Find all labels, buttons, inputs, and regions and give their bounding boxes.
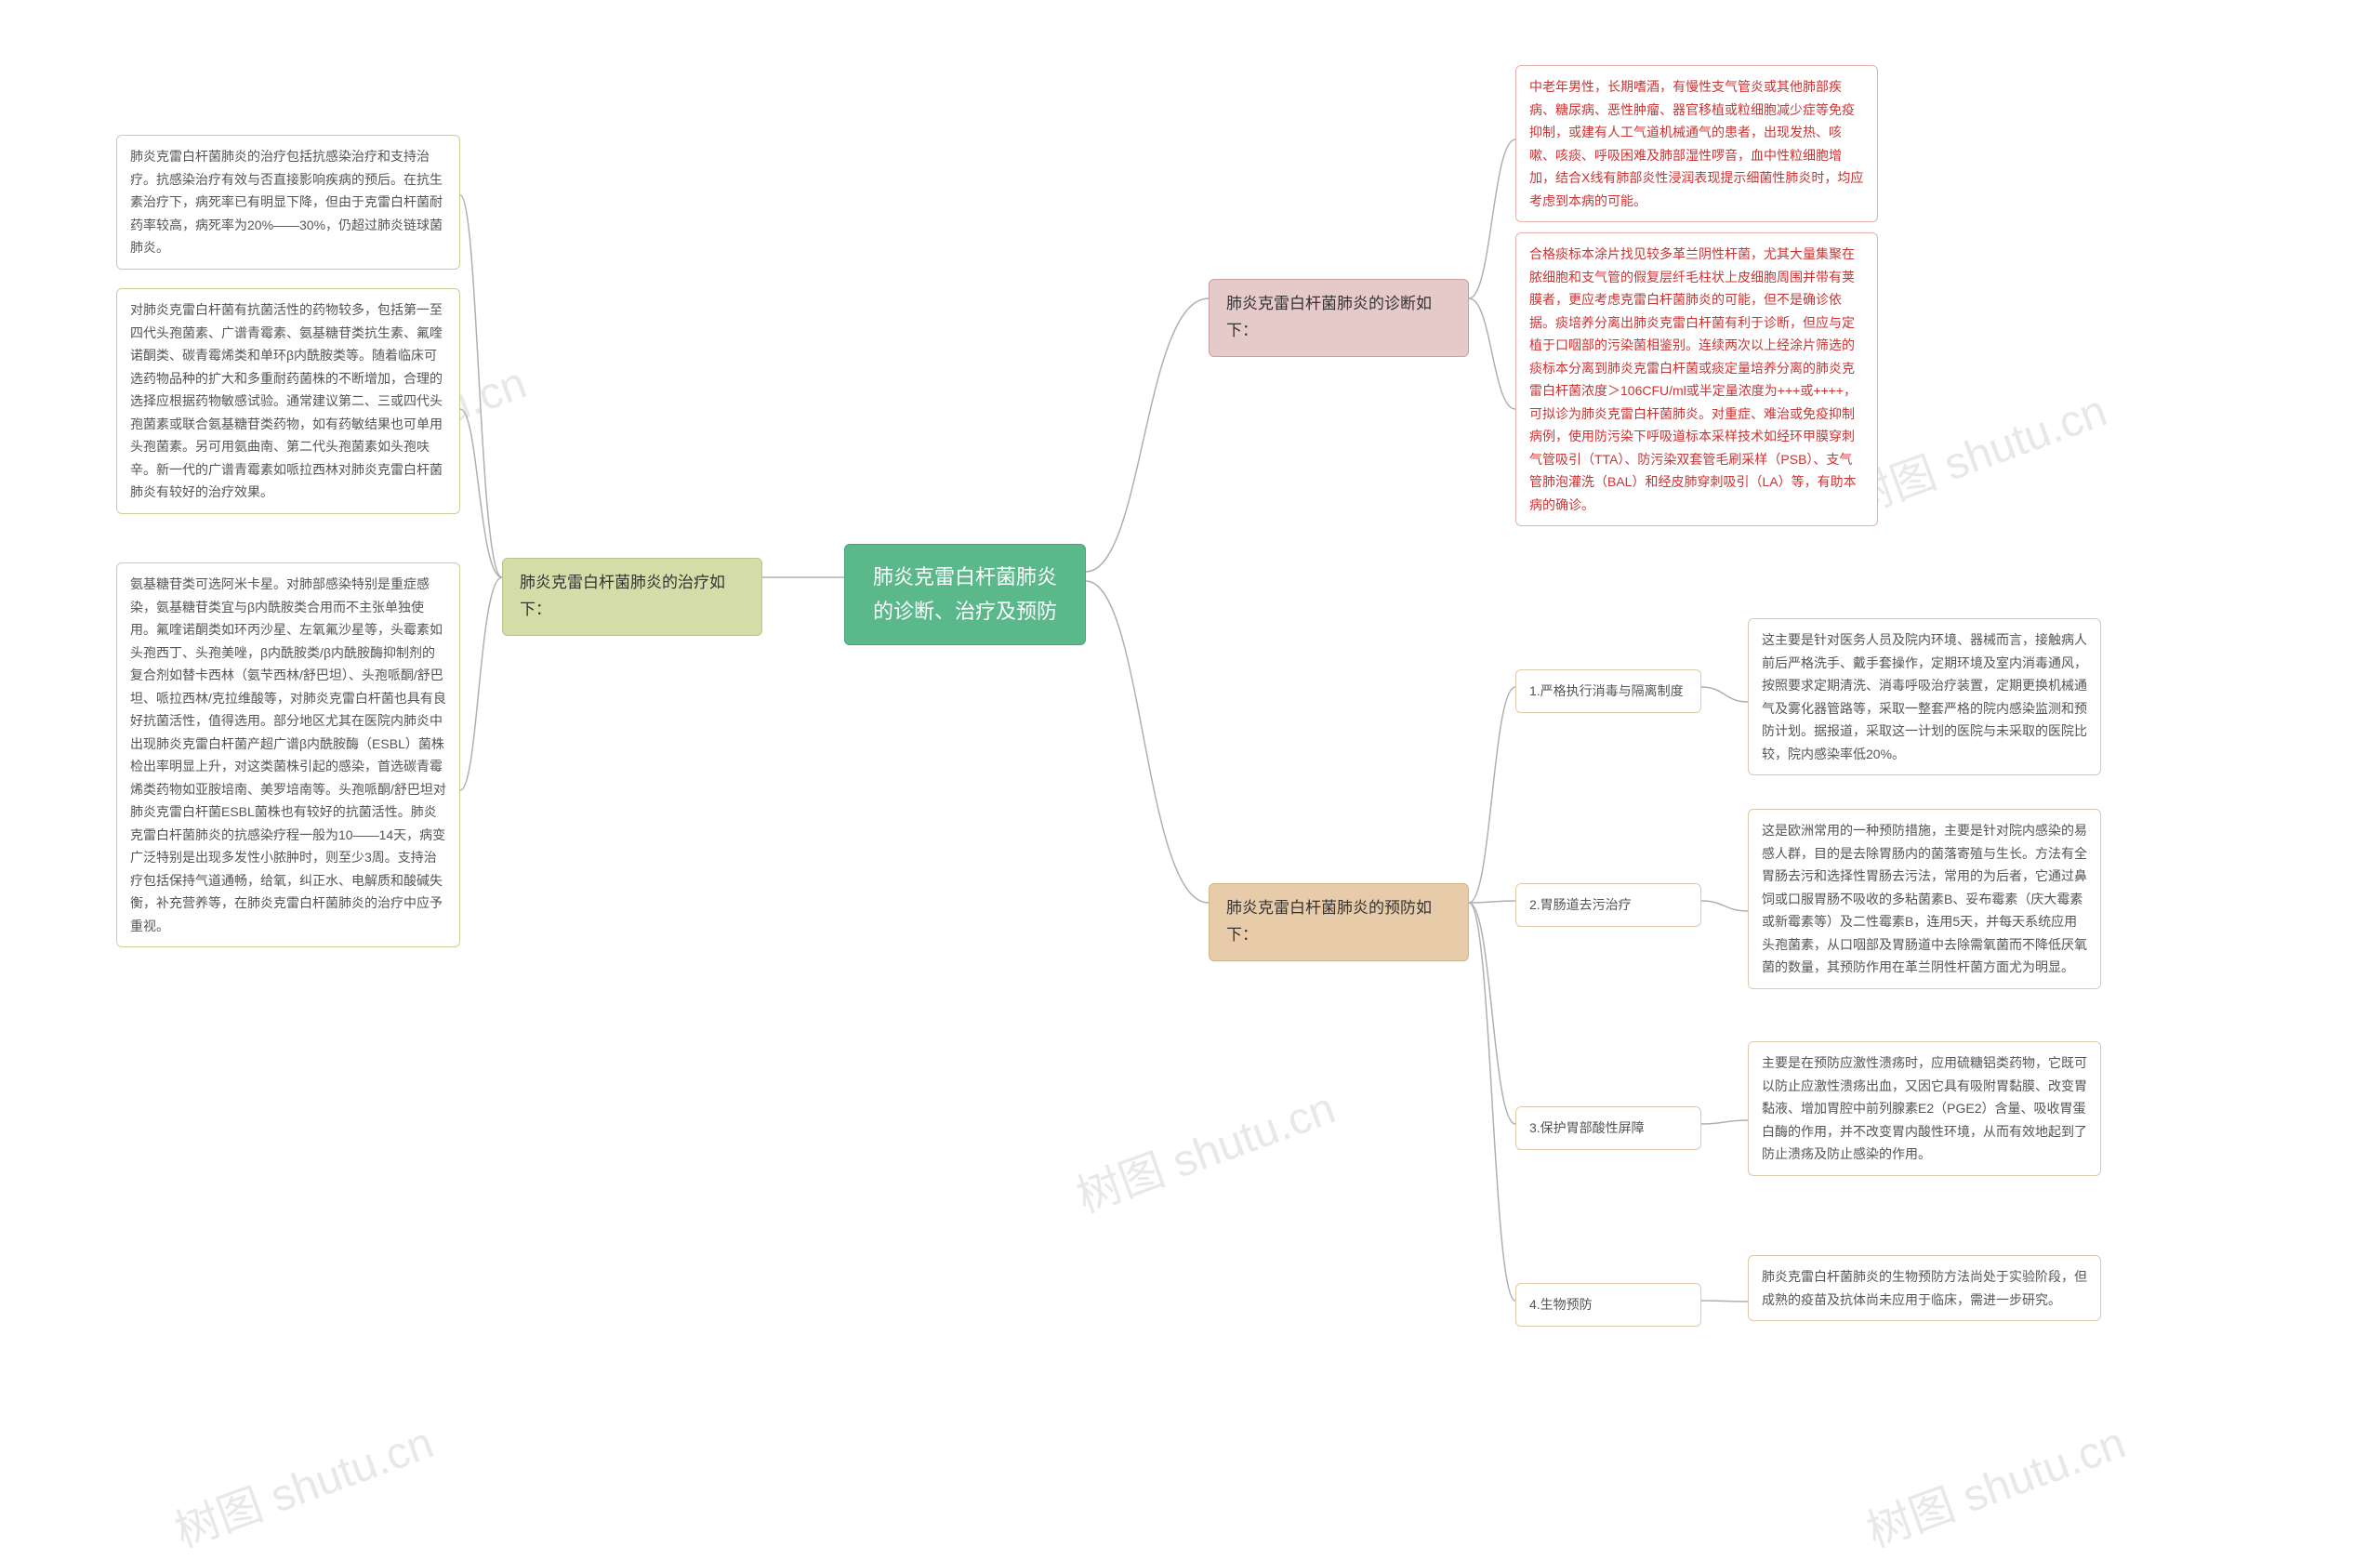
prevention-leaf-2[interactable]: 这是欧洲常用的一种预防措施，主要是针对院内感染的易感人群，目的是去除胃肠内的菌落… <box>1748 809 2101 989</box>
watermark: 树图 shutu.cn <box>1838 374 2114 527</box>
diagnosis-leaf-1[interactable]: 中老年男性，长期嗜酒，有慢性支气管炎或其他肺部疾病、糖尿病、恶性肿瘤、器官移植或… <box>1515 65 1878 222</box>
prevention-item-1[interactable]: 1.严格执行消毒与隔离制度 <box>1515 669 1701 713</box>
prevention-branch[interactable]: 肺炎克雷白杆菌肺炎的预防如下： <box>1209 883 1469 961</box>
prevention-leaf-3[interactable]: 主要是在预防应激性溃疡时，应用硫糖铝类药物，它既可以防止应激性溃疡出血，又因它具… <box>1748 1041 2101 1176</box>
prevention-leaf-1[interactable]: 这主要是针对医务人员及院内环境、器械而言，接触病人前后严格洗手、戴手套操作，定期… <box>1748 618 2101 775</box>
center-node[interactable]: 肺炎克雷白杆菌肺炎的诊断、治疗及预防 <box>844 544 1086 645</box>
watermark: 树图 shutu.cn <box>1857 1406 2133 1559</box>
treatment-leaf-3[interactable]: 氨基糖苷类可选阿米卡星。对肺部感染特别是重症感染，氨基糖苷类宜与β内酰胺类合用而… <box>116 562 460 947</box>
treatment-leaf-2[interactable]: 对肺炎克雷白杆菌有抗菌活性的药物较多，包括第一至四代头孢菌素、广谱青霉素、氨基糖… <box>116 288 460 514</box>
treatment-leaf-1[interactable]: 肺炎克雷白杆菌肺炎的治疗包括抗感染治疗和支持治疗。抗感染治疗有效与否直接影响疾病… <box>116 135 460 270</box>
diagnosis-branch[interactable]: 肺炎克雷白杆菌肺炎的诊断如下： <box>1209 279 1469 357</box>
prevention-item-2[interactable]: 2.胃肠道去污治疗 <box>1515 883 1701 927</box>
prevention-item-3[interactable]: 3.保护胃部酸性屏障 <box>1515 1106 1701 1150</box>
prevention-leaf-4[interactable]: 肺炎克雷白杆菌肺炎的生物预防方法尚处于实验阶段，但成熟的疫苗及抗体尚未应用于临床… <box>1748 1255 2101 1321</box>
prevention-item-4[interactable]: 4.生物预防 <box>1515 1283 1701 1327</box>
watermark: 树图 shutu.cn <box>1066 1071 1342 1224</box>
watermark: 树图 shutu.cn <box>165 1406 441 1559</box>
diagnosis-leaf-2[interactable]: 合格痰标本涂片找见较多革兰阴性杆菌，尤其大量集聚在脓细胞和支气管的假复层纤毛柱状… <box>1515 232 1878 526</box>
treatment-branch[interactable]: 肺炎克雷白杆菌肺炎的治疗如下： <box>502 558 762 636</box>
